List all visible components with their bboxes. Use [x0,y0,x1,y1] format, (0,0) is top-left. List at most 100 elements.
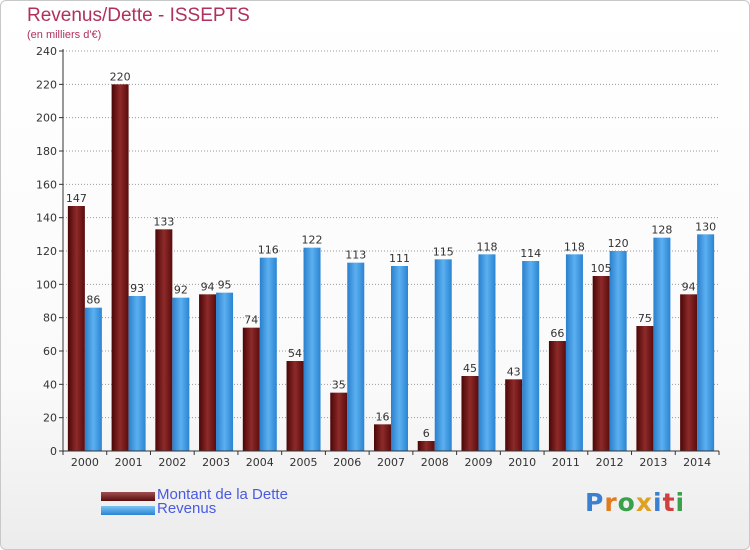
bar-dette [505,379,523,451]
bar-dette [111,84,129,451]
x-tick-label: 2013 [639,456,667,469]
data-label-revenus: 116 [258,244,279,257]
bar-dette [548,341,566,451]
logo-letter: o [617,488,636,517]
bar-revenus [609,251,627,451]
bar-revenus [172,297,190,451]
x-tick-label: 2006 [333,456,361,469]
x-tick-label: 2004 [246,456,274,469]
x-tick-label: 2005 [290,456,318,469]
bar-revenus [653,237,671,451]
data-label-revenus: 118 [564,240,585,253]
proxiti-logo: Proxiti [585,488,685,517]
bar-revenus [84,307,102,451]
data-label-revenus: 114 [520,247,541,260]
legend-swatch-dette [101,492,155,501]
x-tick-label: 2011 [552,456,580,469]
logo-letter: r [604,488,618,517]
bar-dette [242,327,260,451]
y-tick-label: 0 [50,445,57,458]
y-tick-label: 80 [43,312,57,325]
bar-dette [330,392,348,451]
bar-revenus [522,261,540,451]
x-tick-label: 2002 [158,456,186,469]
data-label-revenus: 86 [86,294,100,307]
legend-label-revenus: Revenus [157,500,217,517]
logo-letter: P [585,488,605,517]
bar-dette [374,424,391,451]
data-label-dette: 54 [288,347,302,360]
x-tick-label: 2000 [71,456,99,469]
data-label-revenus: 93 [130,282,144,295]
y-tick-label: 100 [36,278,57,291]
logo-letter: x [635,488,653,517]
data-label-revenus: 130 [695,220,716,233]
x-tick-label: 2007 [377,456,405,469]
chart-title: Revenus/Dette - ISSEPTS [27,5,250,26]
data-label-revenus: 92 [174,284,188,297]
data-label-dette: 147 [66,192,87,205]
data-label-dette: 74 [244,314,258,327]
data-label-dette: 6 [423,427,430,440]
y-tick-label: 120 [36,245,57,258]
data-label-revenus: 115 [433,245,454,258]
data-label-dette: 220 [110,70,131,83]
bar-revenus [128,296,146,451]
data-label-dette: 105 [591,262,612,275]
data-label-revenus: 113 [345,249,366,262]
bar-revenus [259,257,277,451]
bar-revenus [478,254,496,451]
bar-dette [592,276,610,451]
data-label-dette: 16 [376,410,390,423]
y-tick-label: 40 [43,378,57,391]
data-label-dette: 75 [638,312,652,325]
x-tick-label: 2012 [596,456,624,469]
data-label-dette: 94 [201,280,215,293]
data-label-dette: 133 [153,215,174,228]
y-tick-label: 220 [36,78,57,91]
bar-dette [155,229,173,451]
bar-dette [286,361,304,451]
x-tick-label: 2010 [508,456,536,469]
data-label-dette: 94 [682,280,696,293]
legend-label-dette: Montant de la Dette [157,486,288,503]
bar-dette [417,441,435,451]
bar-revenus [391,266,408,451]
logo-letter: i [653,488,663,517]
chart-subtitle: (en milliers d'€) [27,29,102,41]
x-tick-label: 2014 [683,456,711,469]
x-tick-label: 2003 [202,456,230,469]
y-tick-label: 140 [36,212,57,225]
bar-dette [67,206,85,451]
bar-dette [636,326,654,451]
y-tick-label: 240 [36,45,57,58]
bar-dette [461,376,479,451]
y-tick-label: 60 [43,345,57,358]
y-tick-label: 160 [36,178,57,191]
bar-dette [680,294,698,451]
data-label-revenus: 128 [651,224,672,237]
data-label-revenus: 118 [476,240,497,253]
y-tick-label: 20 [43,412,57,425]
bar-revenus [565,254,583,451]
x-tick-label: 2001 [115,456,143,469]
data-label-revenus: 120 [608,237,629,250]
x-tick-label: 2009 [464,456,492,469]
legend-swatch-revenus [101,506,155,515]
bar-revenus [303,247,321,451]
data-label-revenus: 111 [389,252,410,265]
data-label-dette: 66 [550,327,564,340]
y-tick-label: 180 [36,145,57,158]
data-label-dette: 35 [332,379,346,392]
logo-letter: i [675,488,686,517]
data-label-revenus: 122 [302,234,323,247]
y-tick-label: 200 [36,112,57,125]
bar-revenus [434,259,452,451]
bar-revenus [216,292,234,451]
bar-dette [199,294,217,451]
bar-revenus [697,234,715,451]
data-label-revenus: 95 [218,279,232,292]
data-label-dette: 43 [507,365,521,378]
